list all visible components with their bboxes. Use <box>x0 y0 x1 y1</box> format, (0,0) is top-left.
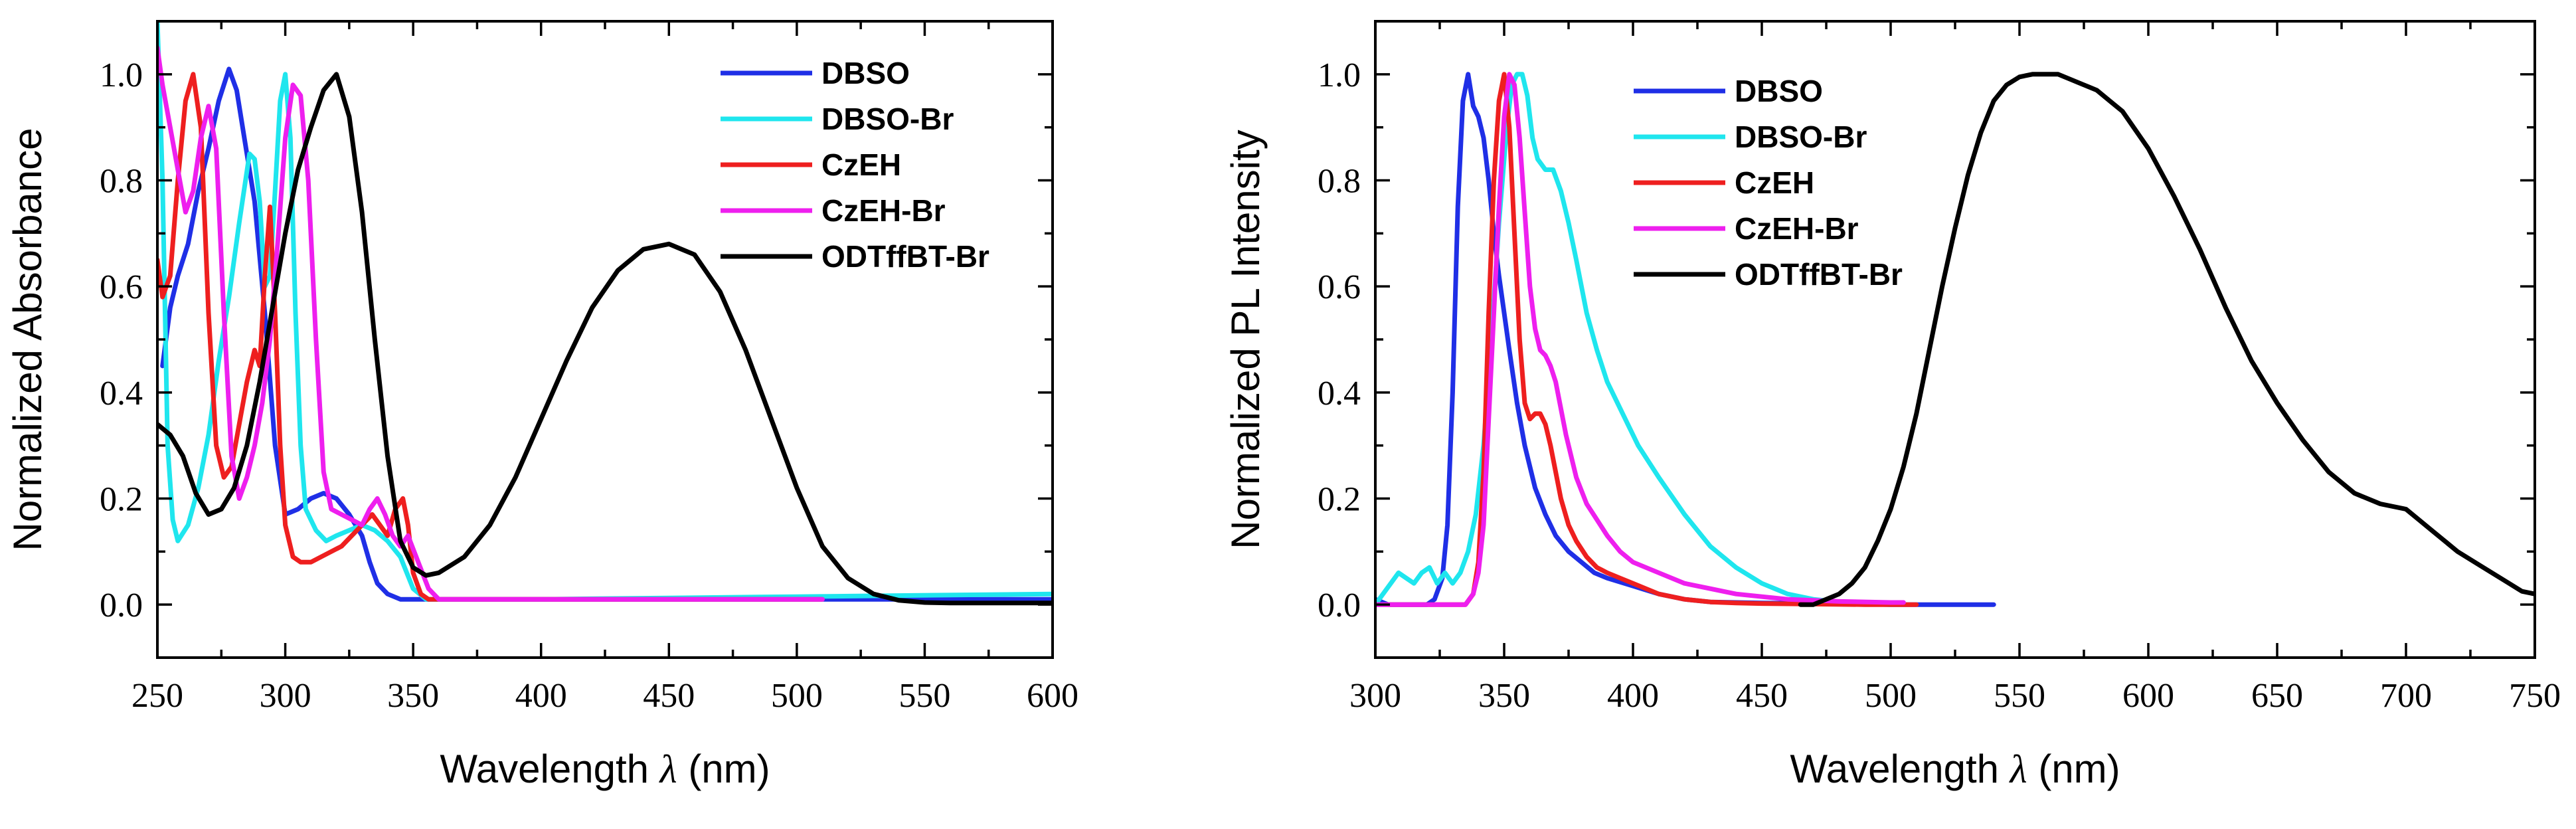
series-line-odtffbt-br <box>1798 72 2535 607</box>
series-line-dbso-br <box>157 21 1053 602</box>
x-tick-label: 550 <box>1994 677 2045 715</box>
x-tick-label: 600 <box>2122 677 2174 715</box>
series-line-odtffbt-br <box>157 72 1053 606</box>
y-axis-title: Normalized PL Intensity <box>1223 130 1268 549</box>
series-line-czeh-br <box>157 45 825 602</box>
y-tick-label: 0.4 <box>1318 375 1361 413</box>
x-axis-title: Wavelength λ (nm) <box>1790 747 2120 791</box>
pl-panel: 300 350 400 450 500 550 600 650 700 750 0.0 0.2 0.4 0… <box>1223 20 2561 791</box>
series-line-dbso <box>1375 72 1996 607</box>
y-tick-label: 1.0 <box>1318 56 1361 94</box>
y-tick-label: 0.6 <box>100 268 143 306</box>
x-tick-label: 450 <box>1736 677 1788 715</box>
legend: DBSO DBSO-Br CzEH CzEH-Br ODTffBT-Br <box>1634 74 1903 292</box>
y-tick-label: 0.2 <box>100 481 143 519</box>
x-tick-label: 300 <box>260 677 311 715</box>
plot-frame <box>1374 20 2536 659</box>
legend: DBSO DBSO-Br CzEH CzEH-Br ODTffBT-Br <box>721 56 989 274</box>
y-axis-title: Normalized Absorbance <box>5 128 50 551</box>
series-line-dbso <box>160 66 1053 602</box>
x-tick-label: 750 <box>2509 677 2561 715</box>
series-line-dbso-br <box>1375 72 1893 607</box>
legend-label: CzEH-Br <box>821 193 946 228</box>
y-tick-label: 0.8 <box>1318 163 1361 201</box>
x-tick-label: 500 <box>771 677 823 715</box>
legend-label: ODTffBT-Br <box>1735 257 1903 292</box>
x-tick-label: 450 <box>643 677 695 715</box>
x-tick-label: 250 <box>131 677 183 715</box>
y-tick-label: 0.8 <box>100 163 143 201</box>
series-line-czeh-br <box>1375 72 1906 607</box>
x-tick-label: 400 <box>515 677 567 715</box>
x-tick-label: 350 <box>1478 677 1530 715</box>
legend-label: DBSO-Br <box>1735 120 1867 154</box>
legend-label: DBSO-Br <box>821 102 954 136</box>
y-tick-label: 0.4 <box>100 375 143 413</box>
x-tick-label: 600 <box>1027 677 1078 715</box>
x-tick-label: 400 <box>1607 677 1659 715</box>
x-tick-label: 350 <box>387 677 439 715</box>
y-tick-label: 0.0 <box>1318 587 1361 624</box>
x-tick-label: 300 <box>1349 677 1401 715</box>
y-tick-label: 1.0 <box>100 56 143 94</box>
x-tick-label: 550 <box>899 677 950 715</box>
legend-label: DBSO <box>1735 74 1823 108</box>
y-tick-label: 0.6 <box>1318 268 1361 306</box>
y-tick-label: 0.2 <box>1318 481 1361 519</box>
legend-label: ODTffBT-Br <box>821 239 989 274</box>
absorbance-panel: 250 300 350 400 450 500 550 600 0.0 0.2 0.4 0.6 0.8 1… <box>5 20 1078 791</box>
legend-label: CzEH <box>821 147 901 182</box>
x-tick-label: 650 <box>2251 677 2303 715</box>
x-axis-title: Wavelength λ (nm) <box>440 747 770 791</box>
legend-label: CzEH-Br <box>1735 211 1859 246</box>
x-tick-label: 500 <box>1865 677 1917 715</box>
legend-label: DBSO <box>821 56 910 90</box>
y-tick-label: 0.0 <box>100 587 143 624</box>
x-tick-label: 700 <box>2380 677 2432 715</box>
series-line-czeh <box>1375 72 1919 607</box>
legend-label: CzEH <box>1735 165 1814 200</box>
